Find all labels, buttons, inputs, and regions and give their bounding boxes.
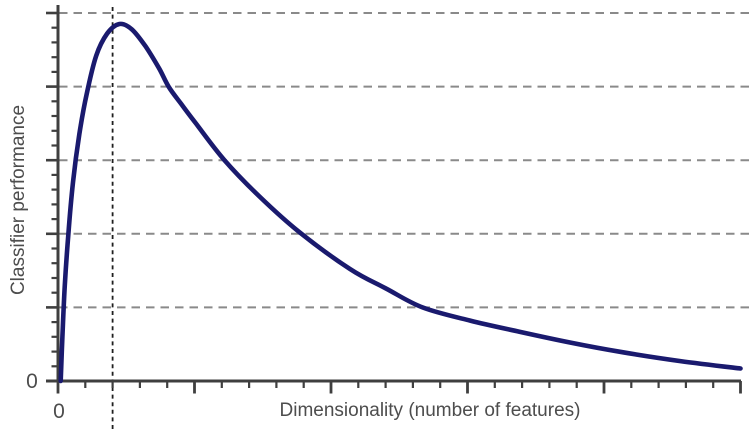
y-axis-title: Classifier performance [8, 104, 29, 296]
x-axis-zero-label: 0 [53, 400, 65, 423]
y-axis-zero-label: 0 [26, 370, 38, 393]
x-axis-title: Dimensionality (number of features) [279, 400, 581, 421]
performance-curve [58, 21, 743, 384]
